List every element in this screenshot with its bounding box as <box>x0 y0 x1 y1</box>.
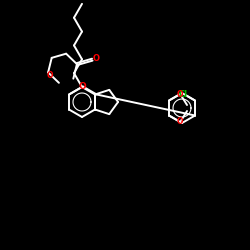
Text: O: O <box>79 82 87 91</box>
Text: Cl: Cl <box>179 90 188 99</box>
Text: O: O <box>92 54 99 63</box>
Text: O: O <box>47 70 53 80</box>
Text: O: O <box>177 90 183 99</box>
Text: O: O <box>177 117 183 126</box>
